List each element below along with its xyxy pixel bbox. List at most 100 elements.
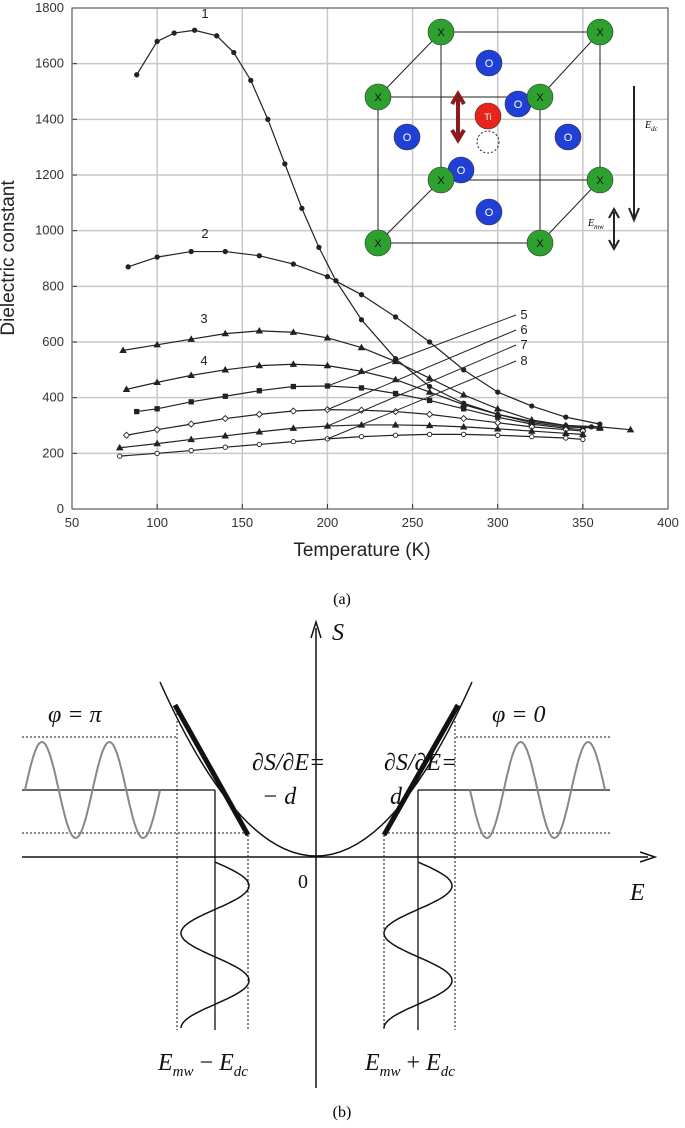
y-tick-label: 1400 (35, 111, 64, 126)
point (222, 393, 228, 399)
s-axis (310, 619, 322, 1088)
point (461, 431, 467, 438)
origin-label: 0 (298, 871, 308, 893)
sine-bottom-right (383, 861, 453, 1029)
point (119, 346, 127, 353)
point (255, 428, 264, 435)
point (153, 439, 161, 447)
bottom-right-label: Emw + Edc (364, 1050, 455, 1080)
point (426, 339, 433, 345)
point (153, 378, 161, 386)
sine-bottom-left (180, 861, 250, 1029)
leader-line (327, 329, 517, 411)
x-tick-label: 100 (146, 515, 168, 530)
x-axis-label: Temperature (K) (293, 540, 430, 561)
emw-sub: mw (594, 223, 604, 231)
y-tick-label: 800 (42, 278, 64, 293)
point (289, 360, 298, 367)
point (187, 371, 195, 379)
emw-main: E (587, 218, 594, 229)
bl-main2: E (218, 1050, 234, 1076)
point (255, 410, 263, 419)
atom-label: Ti (484, 112, 491, 122)
point (290, 383, 297, 390)
point (563, 435, 569, 441)
atom (526, 83, 554, 111)
e-axis (22, 851, 658, 863)
slope-segments (172, 703, 461, 837)
caption-b: (b) (333, 1104, 352, 1121)
point (527, 427, 536, 434)
point (579, 430, 587, 438)
series-label: 2 (201, 226, 208, 241)
series-label: 3 (200, 311, 207, 326)
emw-arrow (608, 206, 620, 252)
point (187, 335, 195, 342)
caption-a: (a) (333, 591, 351, 608)
point (188, 447, 194, 454)
point (171, 30, 177, 36)
y-tick-label: 200 (42, 445, 64, 460)
point (265, 116, 271, 122)
phase-right: φ = 0 (492, 702, 545, 728)
y-axis-label: Dielectric constant (0, 180, 19, 336)
plot-frame (71, 7, 669, 510)
point (122, 385, 131, 392)
x-tick-label: 150 (231, 515, 253, 530)
atom-label: X (374, 238, 382, 250)
point (289, 424, 298, 431)
point (154, 450, 160, 456)
point (459, 390, 468, 398)
point (255, 326, 264, 334)
atom (393, 123, 421, 151)
atom-label: X (536, 92, 544, 104)
point (122, 431, 131, 439)
point (134, 408, 140, 415)
atoms: O O O O O O Ti X X X X X X X X (364, 18, 614, 257)
point (153, 426, 161, 434)
atom (475, 198, 503, 226)
vacancy (476, 130, 500, 154)
point (324, 436, 331, 442)
series-label: 4 (200, 353, 207, 368)
point (392, 390, 399, 397)
point (221, 431, 230, 439)
point (493, 424, 502, 432)
point (391, 421, 400, 428)
atom (474, 102, 502, 130)
br-main2: E (425, 1050, 441, 1076)
point (425, 388, 434, 395)
y-tick-label: 0 (57, 501, 64, 516)
edc-main: E (644, 120, 651, 131)
atom-label: X (596, 175, 604, 187)
bl-sub1: mw (173, 1064, 194, 1080)
series-label: 8 (520, 353, 527, 368)
point (256, 253, 262, 259)
atom (586, 18, 614, 46)
point (459, 422, 468, 430)
atom (554, 123, 582, 151)
point (214, 33, 220, 39)
leader-line (327, 344, 517, 427)
series-label: 5 (520, 307, 527, 322)
x-tick-label: 400 (657, 515, 679, 530)
diagram-b (22, 619, 658, 1088)
point (222, 444, 228, 450)
point (289, 328, 298, 335)
edc-sub: dc (651, 125, 659, 133)
point (316, 244, 322, 251)
point (221, 365, 230, 373)
x-tick-label: 50 (65, 515, 79, 530)
y-tick-label: 1800 (35, 0, 64, 15)
point (460, 414, 468, 423)
atom (427, 166, 455, 194)
atom-label: X (536, 238, 544, 250)
sine-right (469, 740, 606, 840)
point (256, 388, 262, 394)
point (255, 361, 264, 369)
bl-op: − (194, 1050, 220, 1076)
series-label: 6 (520, 322, 527, 337)
point (461, 406, 467, 412)
